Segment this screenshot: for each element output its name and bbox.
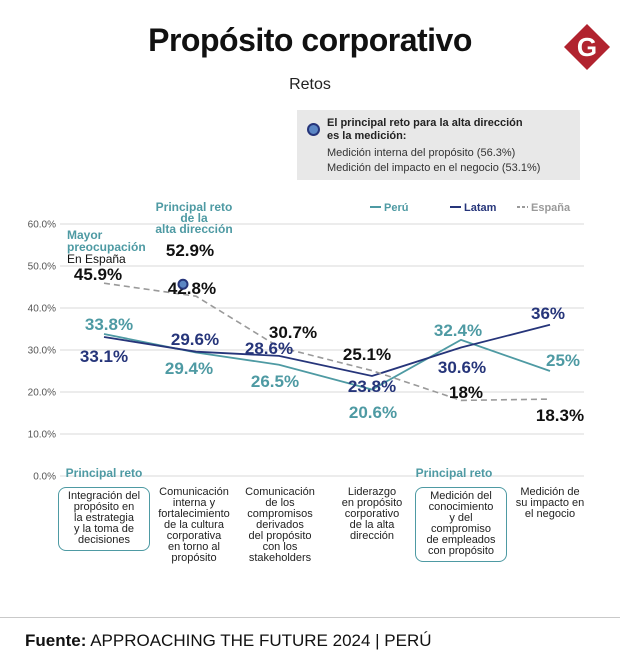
footer-source: Fuente: APPROACHING THE FUTURE 2024 | PE… [25,631,432,651]
data-label-latam: 36% [531,304,565,323]
data-label-peru: 25% [546,351,580,370]
data-label-peru: 26.5% [251,372,299,391]
data-label-espana: 18.3% [536,406,584,425]
y-tick-label: 60.0% [28,220,56,231]
data-label-latam: 23.8% [348,377,396,396]
y-tick-label: 10.0% [28,430,56,441]
annotation-en-espana: En España [67,252,126,266]
data-label-espana: 45.9% [74,265,122,284]
annotation-principal-reto-direccion: alta dirección [155,222,232,236]
data-label-espana: 18% [449,383,483,402]
annotation-principal-reto-direccion: de la [180,211,208,225]
category-label: Comunicación de los compromisos derivados de… [245,486,315,564]
y-tick-label: 0.0% [33,472,56,483]
legend-entry: España [531,202,571,214]
annotation-mayor: Mayor [67,228,103,242]
y-tick-label: 30.0% [28,346,56,357]
line-chart: 0.0% 10.0% 20.0% 30.0% 40.0% 50.0% 60.0% Perú La… [28,200,584,483]
highlight-marker-icon [307,123,320,136]
annotation-preocupacion: preocupación [67,240,146,254]
logo-diamond [564,24,610,70]
info-line-1: Medición interna del propósito (56.3%) [327,147,516,159]
page-title: Propósito corporativo [148,22,472,58]
y-tick-label: 20.0% [28,388,56,399]
data-label-espana: 30.7% [269,323,317,342]
category-label: Integración del propósito en la estrategia… [58,487,150,551]
data-label-peru: 32.4% [434,321,482,340]
info-box: El principal reto para la alta dirección… [297,110,580,180]
data-label-latam: 29.6% [171,330,219,349]
data-label-peru: 33.8% [85,315,133,334]
y-tick-label: 40.0% [28,304,56,315]
data-label-espana: 25.1% [343,345,391,364]
info-heading: El principal reto para la alta dirección… [327,117,523,142]
series-line-latam [103,323,551,377]
data-label-peru: 29.4% [165,359,213,378]
footer-label: Fuente: [25,631,87,650]
category-label: Comunicación interna y fortalecimiento de l… [158,486,230,564]
highlight-point [177,278,189,290]
principal-reto-tag-left: Principal reto [65,466,143,480]
data-label-latam: 28.6% [245,339,293,358]
legend-entry: Latam [464,202,497,214]
data-label-latam: 33.1% [80,347,128,366]
legend-entry: Perú [384,202,408,214]
annotation-principal-reto-direccion: Principal reto [156,200,233,214]
y-tick-label: 50.0% [28,262,56,273]
category-label: Medición de su impacto en el negocio [515,486,585,520]
category-label: Medición del conocimiento y del compromiso d… [415,487,507,562]
data-label-latam: 30.6% [438,358,486,377]
data-label-peru: 20.6% [349,403,397,422]
page-subtitle: Retos [289,76,331,93]
info-line-2: Medición del impacto en el negocio (53.1… [327,162,541,174]
series-line-españa [103,282,551,402]
data-label-espana: 42.8% [168,279,216,298]
category-label: Liderazgo en propósito corporativo de la al… [341,486,403,542]
logo-letter: G [577,32,597,62]
footer-source-text: APPROACHING THE FUTURE 2024 | PERÚ [90,631,432,650]
footer-divider [0,617,620,618]
principal-reto-tag-right: Principal reto [415,466,493,480]
annotation-highlight-value: 52.9% [166,241,214,260]
brand-logo: G [564,24,610,70]
